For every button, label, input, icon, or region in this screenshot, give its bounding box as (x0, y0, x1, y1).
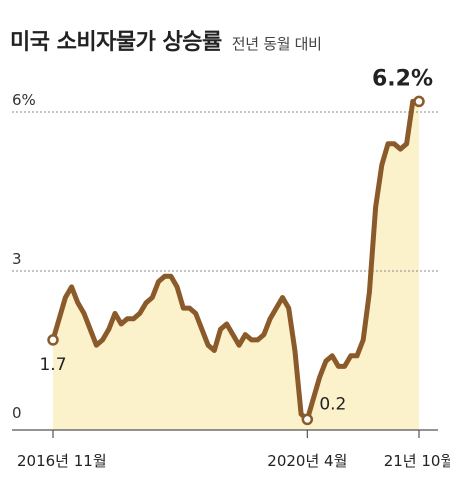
data-point-marker-2 (413, 95, 425, 108)
series-line (50, 98, 422, 422)
x-tick-label-0: 2016년 11월 (17, 452, 107, 470)
y-tick-label-3: 3 (12, 250, 22, 268)
y-tick-label-6: 6% (12, 91, 36, 109)
chart-title: 미국 소비자물가 상승률 (10, 30, 222, 55)
chart-header: 미국 소비자물가 상승률 전년 동월 대비 (10, 24, 322, 56)
data-label-1: 0.2 (319, 394, 346, 414)
x-tick-label-2: 21년 10월 (384, 452, 450, 470)
data-point-marker-1 (301, 413, 314, 426)
x-tick-label-1: 2020년 4월 (267, 452, 347, 470)
data-label-0: 1.7 (39, 355, 66, 375)
data-point-marker-0 (47, 334, 59, 346)
y-tick-label-0: 0 (12, 404, 22, 422)
chart-subtitle: 전년 동월 대비 (231, 35, 322, 53)
area-fill (53, 101, 419, 431)
data-label-2: 6.2% (372, 66, 433, 91)
